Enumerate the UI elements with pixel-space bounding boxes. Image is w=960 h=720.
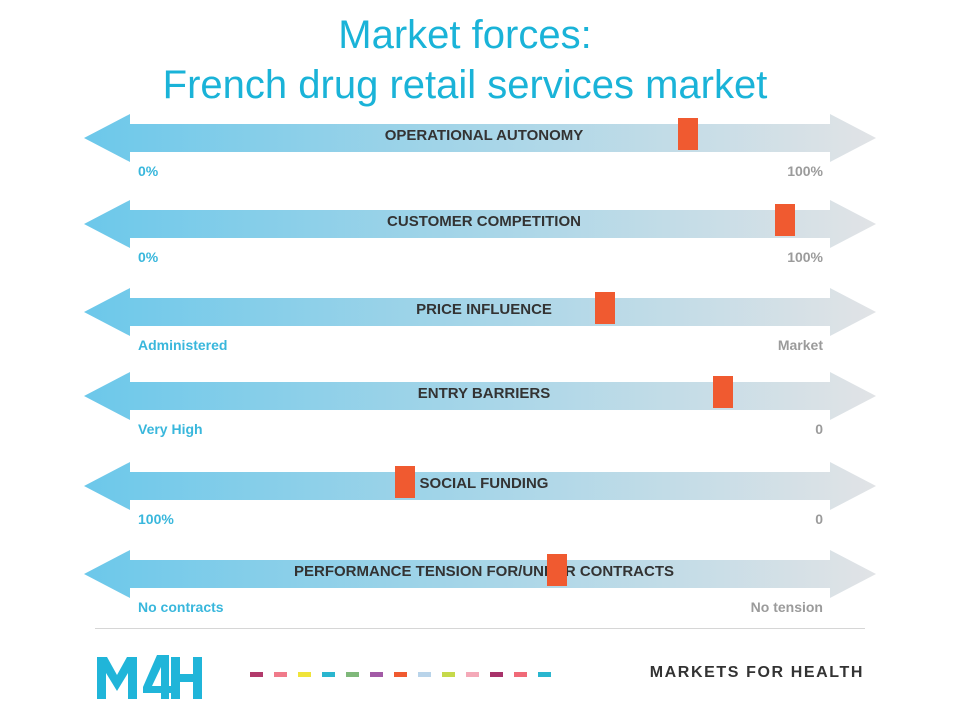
scale-min-label: No contracts xyxy=(138,599,224,615)
position-marker xyxy=(774,204,795,236)
m4h-logo xyxy=(97,655,202,699)
slider-row-6: PERFORMANCE TENSION FOR/UNDER CONTRACTS N… xyxy=(0,546,960,656)
double-arrow-bar xyxy=(84,288,876,336)
double-arrow-bar xyxy=(84,114,876,162)
scale-min-label: 0% xyxy=(138,249,159,265)
position-marker xyxy=(395,466,416,498)
scale-max-label: Market xyxy=(777,337,823,353)
footer-divider xyxy=(95,628,865,629)
page-title-line-1: Market forces: xyxy=(338,13,592,57)
color-dash xyxy=(250,672,263,677)
scale-max-label: 0 xyxy=(815,511,823,527)
arrow-shape xyxy=(84,550,876,598)
scale-max-label: 100% xyxy=(787,163,823,179)
scale-min-label: Administered xyxy=(138,337,228,353)
color-dash xyxy=(346,672,359,677)
slider-label: ENTRY BARRIERS xyxy=(417,385,551,402)
scale-min-label: 0% xyxy=(138,163,159,179)
color-dash xyxy=(466,672,479,677)
page-title-line-2: French drug retail services market xyxy=(162,63,768,107)
slider-row-1: OPERATIONAL AUTONOMY 0% 100% xyxy=(0,110,960,220)
double-arrow-bar xyxy=(84,462,876,510)
scale-min-label: Very High xyxy=(138,421,203,437)
slider-label: PERFORMANCE TENSION FOR/UNDER CONTRACTS xyxy=(293,563,674,580)
color-dash xyxy=(514,672,527,677)
slider-label: OPERATIONAL AUTONOMY xyxy=(384,127,584,144)
slider-label: CUSTOMER COMPETITION xyxy=(387,213,581,230)
slider-row-4: ENTRY BARRIERS Very High 0 xyxy=(0,368,960,478)
scale-max-label: No tension xyxy=(750,599,823,615)
color-dash xyxy=(298,672,311,677)
slider-row-2: CUSTOMER COMPETITION 0% 100% xyxy=(0,196,960,306)
double-arrow-bar xyxy=(84,372,876,420)
color-dash xyxy=(418,672,431,677)
arrow-shape xyxy=(84,200,876,248)
double-arrow-bar xyxy=(84,200,876,248)
color-dash xyxy=(490,672,503,677)
slider-label: SOCIAL FUNDING xyxy=(419,475,549,492)
slider-row-3: PRICE INFLUENCE Administered Market xyxy=(0,284,960,394)
position-marker xyxy=(712,376,733,408)
color-dash xyxy=(274,672,287,677)
slider-row-5: SOCIAL FUNDING 100% 0 xyxy=(0,458,960,568)
color-dash xyxy=(442,672,455,677)
double-arrow-bar xyxy=(84,550,876,598)
arrow-shape xyxy=(84,372,876,420)
position-marker xyxy=(547,554,568,586)
slider-label: PRICE INFLUENCE xyxy=(416,301,552,318)
arrow-shape xyxy=(84,288,876,336)
color-dash xyxy=(394,672,407,677)
arrow-shape xyxy=(84,114,876,162)
color-dash xyxy=(538,672,551,677)
color-dash xyxy=(370,672,383,677)
arrow-shape xyxy=(84,462,876,510)
position-marker xyxy=(595,292,616,324)
position-marker xyxy=(678,118,699,150)
scale-max-label: 100% xyxy=(787,249,823,265)
scale-min-label: 100% xyxy=(138,511,174,527)
color-dash xyxy=(322,672,335,677)
scale-max-label: 0 xyxy=(815,421,823,437)
brand-name: MARKETS FOR HEALTH xyxy=(649,664,864,681)
